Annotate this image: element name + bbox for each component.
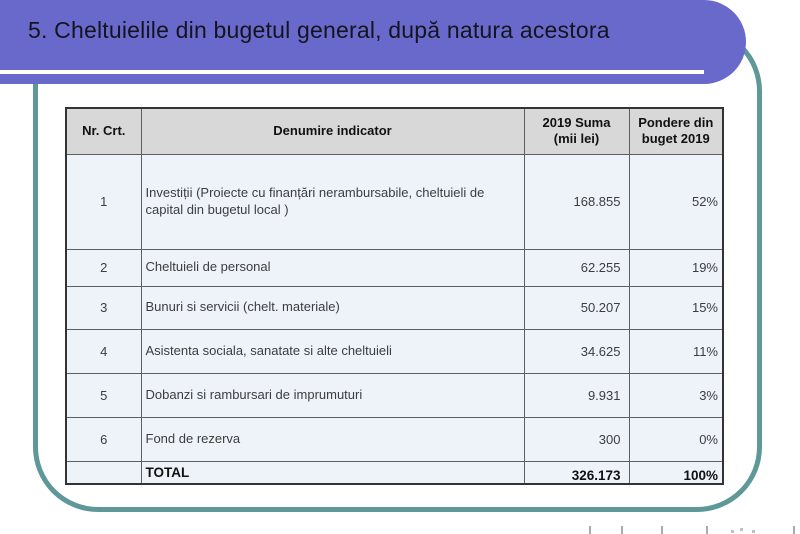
cell-pondere: 15% [628, 285, 724, 330]
cell-indicator: Dobanzi si rambursari de imprumuturi [140, 372, 525, 418]
page-title: 5. Cheltuielile din bugetul general, dup… [28, 17, 610, 43]
edge-tick [589, 526, 591, 534]
edge-dot [740, 528, 743, 531]
edge-tick [706, 526, 708, 534]
cell-nr: 1 [65, 153, 142, 250]
cell-indicator: Fond de rezerva [140, 416, 525, 462]
cell-nr: 4 [65, 328, 142, 374]
cell-nr: 5 [65, 372, 142, 418]
cell-pondere: 52% [628, 153, 724, 250]
cell-nr: 2 [65, 248, 142, 287]
cell-suma: 62.255 [523, 248, 630, 287]
cell-nr-empty [65, 460, 142, 485]
cell-pondere: 19% [628, 248, 724, 287]
table-row: 4 Asistenta sociala, sanatate si alte ch… [65, 328, 724, 374]
cell-suma: 9.931 [523, 372, 630, 418]
header-2019-suma: 2019 Suma (mii lei) [523, 107, 630, 155]
cell-indicator: Bunuri si servicii (chelt. materiale) [140, 285, 525, 330]
cell-pondere: 0% [628, 416, 724, 462]
title-bar: 5. Cheltuielile din bugetul general, dup… [0, 0, 746, 84]
header-nr-crt: Nr. Crt. [65, 107, 142, 155]
cell-pondere: 11% [628, 328, 724, 374]
cell-total-label: TOTAL [140, 460, 525, 485]
table-row: 6 Fond de rezerva 300 0% [65, 416, 724, 462]
cell-nr: 6 [65, 416, 142, 462]
table-row: 1 Investiții (Proiecte cu finanțări nera… [65, 153, 724, 250]
cell-suma: 34.625 [523, 328, 630, 374]
table-row: 5 Dobanzi si rambursari de imprumuturi 9… [65, 372, 724, 418]
cell-indicator: Investiții (Proiecte cu finanțări neramb… [140, 153, 525, 250]
edge-dot [752, 530, 755, 533]
cell-indicator: Cheltuieli de personal [140, 248, 525, 287]
table-row: 3 Bunuri si servicii (chelt. materiale) … [65, 285, 724, 330]
edge-tick [661, 526, 663, 534]
table-row: 2 Cheltuieli de personal 62.255 19% [65, 248, 724, 287]
table-header-row: Nr. Crt. Denumire indicator 2019 Suma (m… [65, 107, 724, 155]
edge-tick [621, 526, 623, 534]
cell-indicator: Asistenta sociala, sanatate si alte chel… [140, 328, 525, 374]
table-total-row: TOTAL 326.173 100% [65, 460, 724, 485]
cell-pondere: 3% [628, 372, 724, 418]
budget-table-container: Nr. Crt. Denumire indicator 2019 Suma (m… [65, 107, 724, 486]
header-denumire-indicator: Denumire indicator [140, 107, 525, 155]
edge-dot [731, 530, 734, 533]
cell-suma: 50.207 [523, 285, 630, 330]
budget-table: Nr. Crt. Denumire indicator 2019 Suma (m… [65, 107, 724, 486]
cell-total-pondere: 100% [628, 460, 724, 485]
cropped-edge-marks [0, 522, 800, 534]
title-underline [0, 70, 704, 74]
cell-suma: 168.855 [523, 153, 630, 250]
cell-nr: 3 [65, 285, 142, 330]
cell-total-suma: 326.173 [523, 460, 630, 485]
edge-tick [793, 526, 795, 534]
cell-suma: 300 [523, 416, 630, 462]
header-pondere: Pondere din buget 2019 [628, 107, 724, 155]
